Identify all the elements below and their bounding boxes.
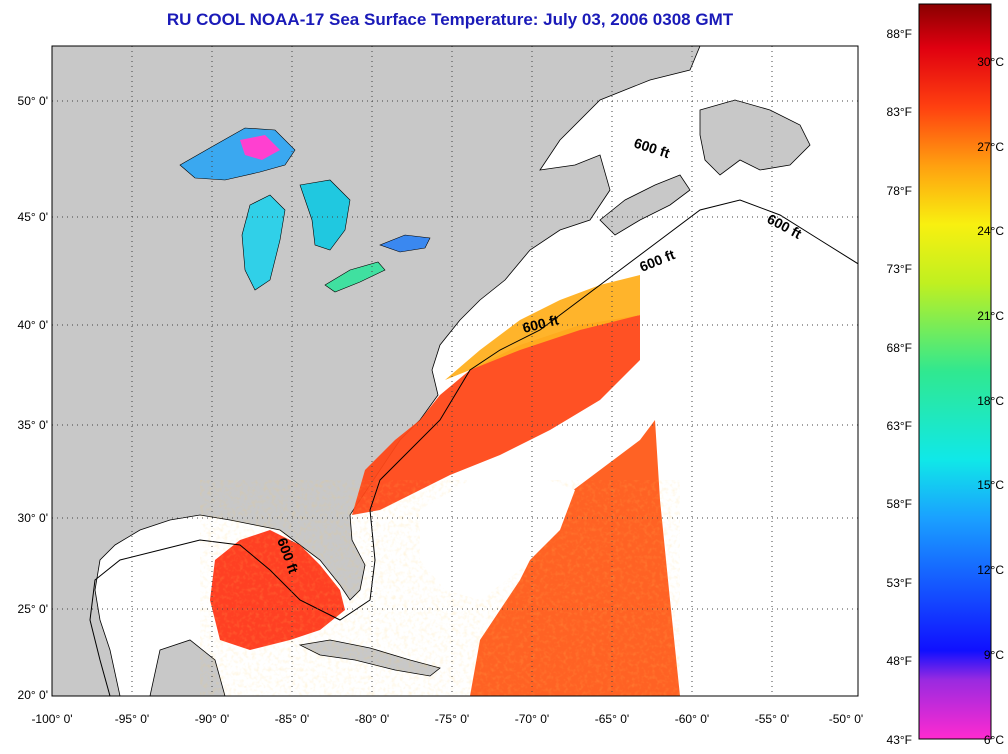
celsius-label: 15°C [977,478,1004,492]
fahrenheit-label: 58°F [887,497,912,511]
lon-label: -65° 0' [595,712,629,726]
fahrenheit-label: 83°F [887,105,912,119]
lat-label: 25° 0' [18,602,48,616]
map-title: RU COOL NOAA-17 Sea Surface Temperature:… [166,10,734,29]
fahrenheit-label: 68°F [887,341,912,355]
fahrenheit-label: 43°F [887,733,912,747]
lon-label: -75° 0' [435,712,469,726]
latitude-axis: 50° 0' 45° 0' 40° 0' 35° 0' 30° 0' 25° 0… [18,94,48,702]
lake-michigan [241,194,286,291]
fahrenheit-label: 88°F [887,27,912,41]
lat-label: 30° 0' [18,511,48,525]
sst-gulf-stream-field [352,315,640,515]
fahrenheit-label: 63°F [887,419,912,433]
celsius-label: 27°C [977,140,1004,154]
celsius-label: 12°C [977,563,1004,577]
celsius-label: 24°C [977,224,1004,238]
land-nova-scotia [599,174,691,236]
lat-label: 45° 0' [18,210,48,224]
colorbar: 88°F 83°F 78°F 73°F 68°F 63°F 58°F 53°F … [887,3,1004,747]
lon-label: -90° 0' [195,712,229,726]
celsius-label: 21°C [977,309,1004,323]
lon-label: -80° 0' [355,712,389,726]
lat-label: 40° 0' [18,318,48,332]
lat-label: 20° 0' [18,688,48,702]
fahrenheit-label: 48°F [887,654,912,668]
lake-superior-cold-core [240,135,280,160]
celsius-label: 30°C [977,55,1004,69]
lake-ontario [379,234,431,253]
map-area [52,46,858,696]
lat-label: 50° 0' [18,94,48,108]
lon-label: -55° 0' [755,712,789,726]
lon-label: -100° 0' [31,712,72,726]
fahrenheit-label: 53°F [887,576,912,590]
cloud-cover [420,470,575,600]
lat-label: 35° 0' [18,418,48,432]
lon-label: -60° 0' [675,712,709,726]
grid-lines [52,46,858,696]
lon-label: -85° 0' [275,712,309,726]
celsius-label: 18°C [977,394,1004,408]
lon-label: -70° 0' [515,712,549,726]
celsius-label: 9°C [984,648,1004,662]
fahrenheit-label: 78°F [887,184,912,198]
lon-label: -95° 0' [115,712,149,726]
map-border [51,45,859,697]
celsius-label: 6°C [984,733,1004,747]
lon-label: -50° 0' [829,712,863,726]
longitude-axis: -100° 0' -95° 0' -90° 0' -85° 0' -80° 0'… [31,712,863,726]
colorbar-gradient [918,3,992,740]
bathymetry-contour [89,199,858,696]
fahrenheit-label: 73°F [887,262,912,276]
land-newfoundland [699,99,811,176]
lake-huron [299,179,351,251]
lake-erie [324,261,386,293]
